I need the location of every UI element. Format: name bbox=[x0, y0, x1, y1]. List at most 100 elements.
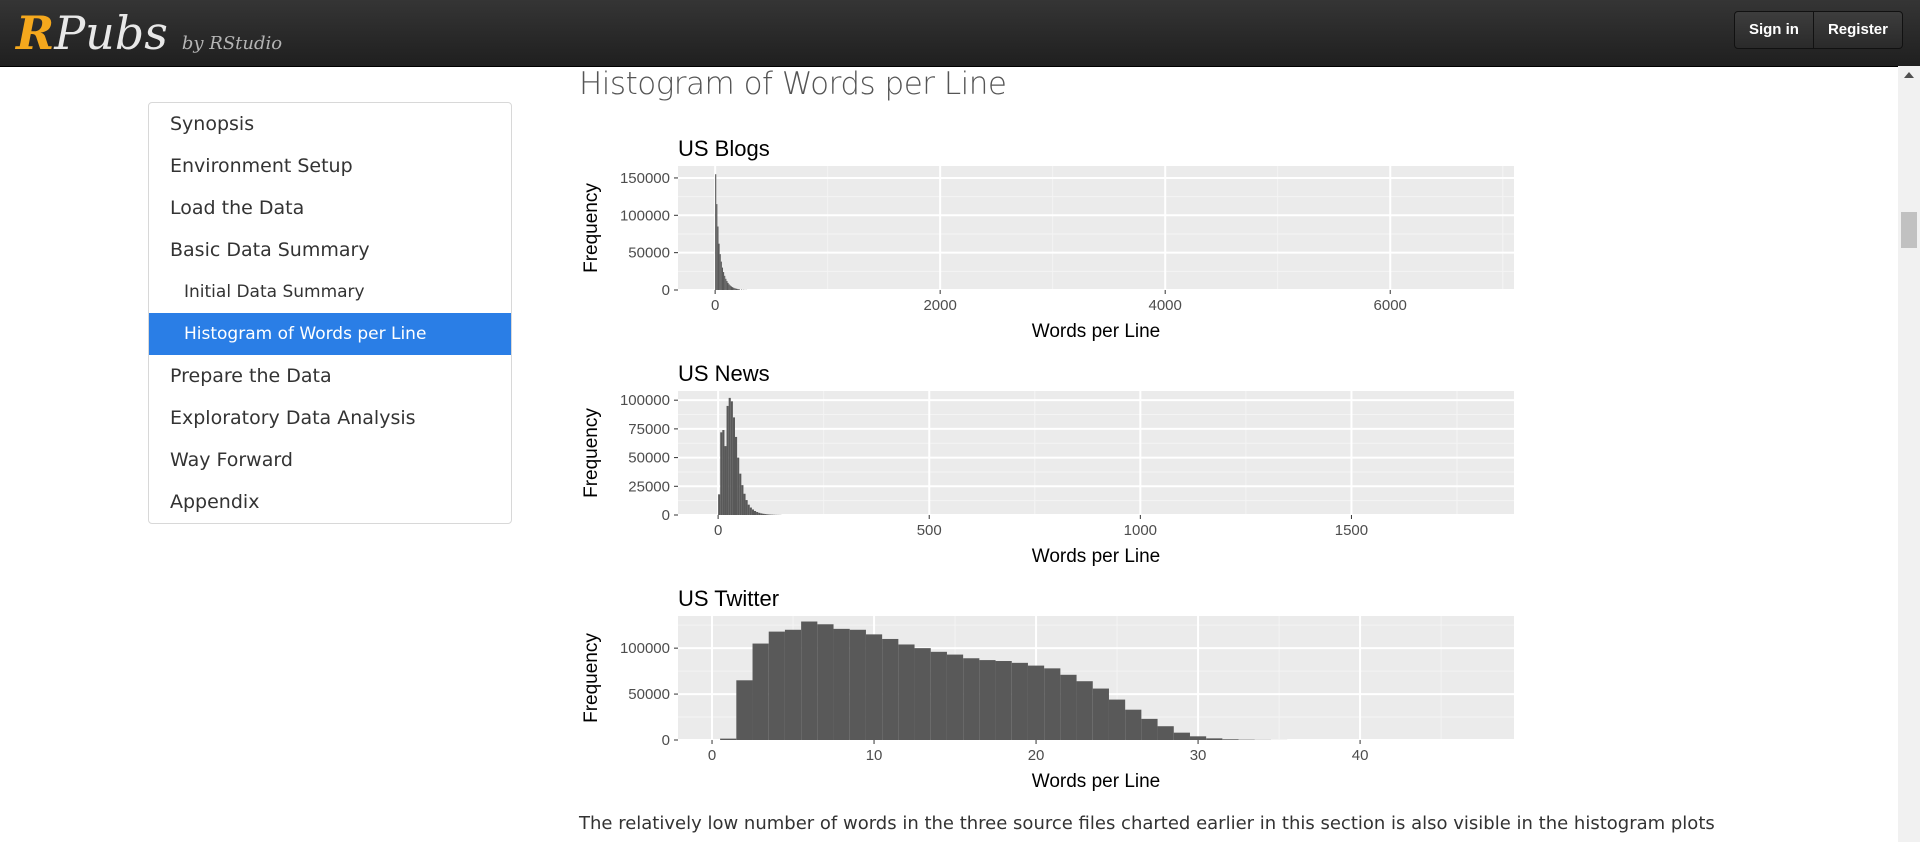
y-axis-title: Frequency bbox=[581, 408, 602, 498]
scroll-up-arrow-icon[interactable] bbox=[1904, 72, 1914, 78]
histogram-bar bbox=[1060, 674, 1077, 740]
histogram-bar bbox=[718, 494, 721, 515]
x-axis-title: Words per Line bbox=[1032, 321, 1161, 342]
y-tick-label: 50000 bbox=[628, 450, 670, 467]
x-tick-label: 30 bbox=[1190, 747, 1207, 764]
histogram-bar bbox=[754, 510, 757, 515]
histogram-bar bbox=[817, 624, 834, 740]
histogram-bar bbox=[882, 638, 899, 740]
histogram-bar bbox=[768, 514, 771, 515]
histogram-bar bbox=[720, 738, 737, 740]
histogram-bar bbox=[914, 648, 931, 740]
histogram-bar bbox=[1076, 681, 1093, 740]
chart-title: US Twitter bbox=[678, 586, 779, 611]
histogram-bar bbox=[747, 504, 750, 515]
histogram-bar bbox=[1011, 662, 1028, 740]
x-tick-label: 0 bbox=[708, 747, 716, 764]
histogram-bar bbox=[732, 417, 735, 515]
histogram-bar bbox=[751, 509, 754, 515]
y-tick-label: 50000 bbox=[628, 245, 670, 262]
histogram-bar bbox=[738, 289, 740, 290]
histogram-bar bbox=[1027, 665, 1045, 740]
x-tick-label: 1500 bbox=[1335, 522, 1368, 539]
histogram-bar bbox=[1206, 738, 1223, 740]
x-tick-label: 4000 bbox=[1149, 297, 1182, 314]
body-paragraph: The relatively low number of words in th… bbox=[579, 813, 1715, 834]
histogram-bar bbox=[724, 275, 726, 290]
histogram-bar bbox=[728, 284, 730, 290]
x-axis-title: Words per Line bbox=[1032, 546, 1161, 567]
histogram-bar bbox=[736, 288, 738, 290]
histogram-bar bbox=[1044, 668, 1061, 740]
section-title: Histogram of Words per Line bbox=[579, 66, 1007, 102]
y-tick-label: 100000 bbox=[620, 207, 670, 224]
histogram-bar bbox=[1189, 736, 1207, 740]
toc-item-prepare-the-data[interactable]: Prepare the Data bbox=[170, 365, 332, 387]
histogram-bar bbox=[801, 621, 818, 740]
histogram-bar bbox=[725, 278, 727, 290]
toc-item-basic-data-summary[interactable]: Basic Data Summary bbox=[170, 239, 370, 261]
histogram-bar bbox=[727, 282, 729, 290]
histogram-bar bbox=[717, 226, 719, 290]
toc-item-histogram-of-words-per-line[interactable]: Histogram of Words per Line bbox=[149, 313, 511, 355]
x-axis-title: Words per Line bbox=[1032, 771, 1161, 792]
histogram-bar bbox=[736, 680, 753, 740]
chart-title: US Blogs bbox=[678, 136, 770, 161]
histogram-bar bbox=[720, 261, 722, 290]
toc-item-appendix[interactable]: Appendix bbox=[170, 491, 260, 513]
histogram-bar bbox=[730, 286, 733, 290]
histogram-bar bbox=[1222, 739, 1239, 740]
x-tick-label: 500 bbox=[917, 522, 942, 539]
x-tick-label: 10 bbox=[866, 747, 883, 764]
table-of-contents: Synopsis Environment Setup Load the Data… bbox=[148, 102, 512, 524]
toc-item-exploratory-data-analysis[interactable]: Exploratory Data Analysis bbox=[170, 407, 416, 429]
x-tick-label: 2000 bbox=[923, 297, 956, 314]
toc-item-way-forward[interactable]: Way Forward bbox=[170, 449, 293, 471]
toc-item-initial-data-summary[interactable]: Initial Data Summary bbox=[184, 282, 365, 302]
y-tick-label: 75000 bbox=[628, 421, 670, 438]
histogram-bar bbox=[737, 457, 740, 515]
histogram-bar bbox=[734, 288, 736, 290]
vertical-scrollbar[interactable] bbox=[1898, 66, 1920, 842]
toc-item-environment-setup[interactable]: Environment Setup bbox=[170, 155, 353, 177]
toc-item-synopsis[interactable]: Synopsis bbox=[170, 113, 255, 135]
histogram-bar bbox=[735, 288, 737, 290]
histogram-bar bbox=[716, 204, 718, 290]
histogram-bar bbox=[722, 430, 725, 515]
logo-byline: by RStudio bbox=[181, 33, 283, 54]
histogram-bar bbox=[739, 473, 742, 515]
logo-r: R bbox=[16, 6, 55, 60]
y-tick-label: 100000 bbox=[620, 392, 670, 409]
histogram-bar bbox=[995, 661, 1012, 740]
y-tick-label: 50000 bbox=[628, 686, 670, 703]
y-tick-label: 0 bbox=[662, 507, 670, 524]
register-button[interactable]: Register bbox=[1812, 12, 1902, 48]
histogram-bar bbox=[865, 634, 883, 740]
histogram-bar bbox=[719, 254, 721, 290]
histogram-bar bbox=[737, 289, 739, 290]
y-tick-label: 100000 bbox=[620, 640, 670, 657]
histogram-bar bbox=[752, 643, 769, 740]
scrollbar-thumb[interactable] bbox=[1901, 212, 1917, 248]
histogram-bar bbox=[784, 629, 802, 740]
histogram-bar bbox=[946, 654, 964, 740]
x-tick-label: 0 bbox=[711, 297, 719, 314]
histogram-bar bbox=[743, 493, 746, 515]
histogram-bar bbox=[758, 512, 761, 515]
histogram-bar bbox=[1141, 718, 1158, 740]
histogram-bar bbox=[745, 500, 748, 515]
plot-panel bbox=[678, 391, 1514, 515]
logo-pubs: Pubs bbox=[54, 6, 168, 60]
histogram-bar bbox=[715, 174, 717, 290]
histogram-bar bbox=[930, 651, 947, 740]
histogram-bar bbox=[729, 285, 731, 290]
chart-title: US News bbox=[678, 361, 770, 386]
y-axis-title: Frequency bbox=[581, 183, 602, 273]
sign-in-button[interactable]: Sign in bbox=[1748, 21, 1799, 38]
histogram-bar bbox=[760, 513, 763, 515]
toc-item-load-the-data[interactable]: Load the Data bbox=[170, 197, 305, 219]
x-tick-label: 40 bbox=[1352, 747, 1369, 764]
histogram-bar bbox=[720, 432, 723, 515]
rpubs-logo[interactable]: R Pubs by RStudio bbox=[16, 6, 282, 62]
